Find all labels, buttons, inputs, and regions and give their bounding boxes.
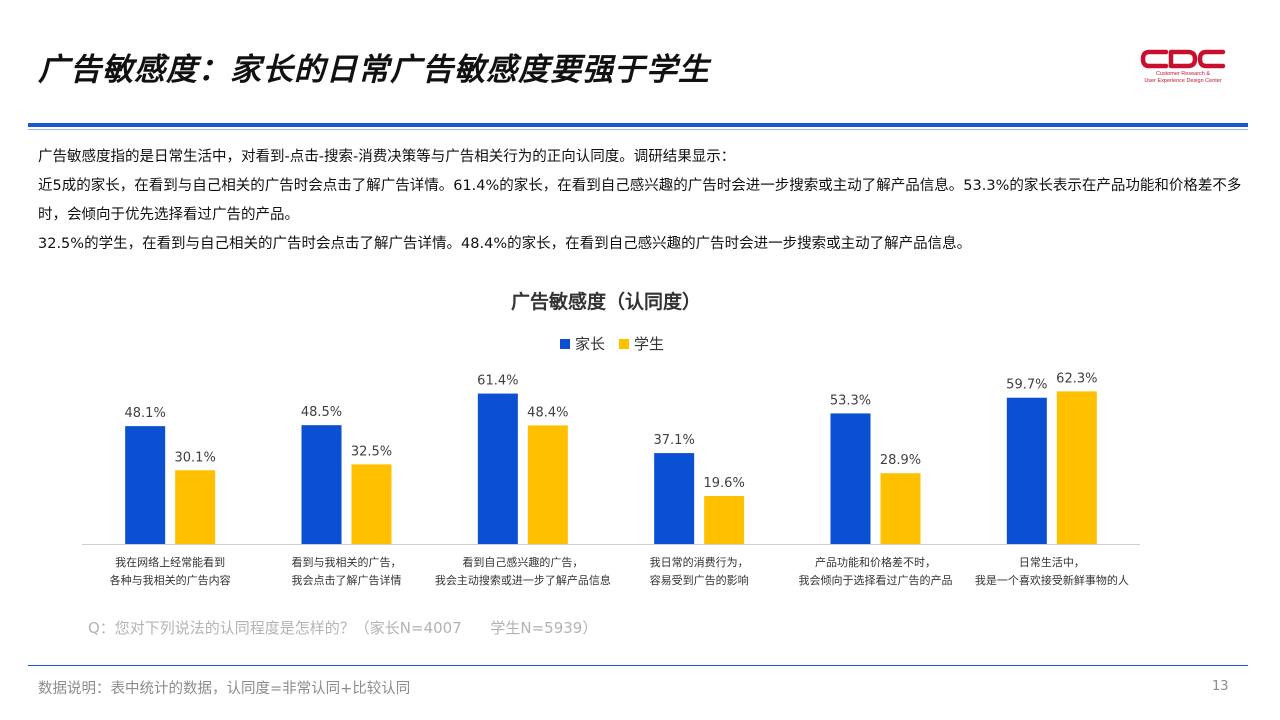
data-label: 59.7% (1006, 378, 1047, 393)
survey-question: Q：您对下列说法的认同程度是怎样的？（家长N=4007 学生N=5939） (88, 619, 598, 637)
bar-parent (830, 413, 871, 544)
header-divider (28, 123, 1248, 127)
legend-label-parent: 家长 (575, 335, 606, 353)
bar-parent (654, 453, 695, 544)
bar-student (1056, 391, 1097, 544)
data-label: 48.1% (125, 406, 166, 421)
bar-parent (477, 393, 518, 544)
bar-parent (301, 425, 342, 544)
page-number: 13 (1212, 679, 1229, 694)
footer-divider (28, 665, 1248, 666)
category-label: 我会倾向于选择看过广告的产品 (799, 573, 953, 587)
category-label: 产品功能和价格差不时， (815, 555, 936, 569)
description-line: 近5成的家长，在看到与自己相关的广告时会点击了解广告详情。61.4%的家长，在看… (38, 178, 1242, 223)
category-label: 看到与我相关的广告， (292, 555, 402, 569)
data-label: 28.9% (880, 453, 921, 468)
cdc-logo: Customer Research & User Experience Desi… (1140, 48, 1226, 88)
data-label: 62.3% (1056, 371, 1097, 386)
bar-student (704, 495, 745, 544)
data-label: 61.4% (477, 374, 518, 389)
category-label: 容易受到广告的影响 (650, 573, 749, 587)
category-label: 我是一个喜欢接受新鲜事物的人 (975, 573, 1129, 587)
category-label: 我会主动搜索或进一步了解产品信息 (435, 573, 611, 587)
data-label: 37.1% (654, 433, 695, 448)
category-label: 各种与我相关的广告内容 (110, 573, 231, 587)
bar-student (175, 470, 216, 544)
description: 广告敏感度指的是日常生活中，对看到-点击-搜索-消费决策等与广告相关行为的正向认… (38, 143, 1248, 259)
header-divider-thin (28, 129, 1248, 130)
data-label: 48.5% (301, 405, 342, 420)
chart-title: 广告敏感度（认同度） (510, 291, 701, 313)
data-label: 30.1% (175, 450, 216, 465)
legend-item-student: 学生 (619, 333, 664, 354)
description-line: 广告敏感度指的是日常生活中，对看到-点击-搜索-消费决策等与广告相关行为的正向认… (38, 149, 736, 165)
legend-swatch-parent (560, 338, 570, 349)
legend-swatch-student (619, 338, 630, 349)
chart-legend: 家长 学生 (560, 333, 678, 354)
bar-student (351, 464, 392, 544)
data-label: 53.3% (830, 393, 871, 408)
bar-student (527, 425, 568, 544)
category-label: 我会点击了解广告详情 (292, 573, 402, 587)
page-title: 广告敏感度：家长的日常广告敏感度要强于学生 (38, 52, 710, 88)
description-line: 32.5%的学生，在看到与自己相关的广告时会点击了解广告详情。48.4%的家长，… (38, 236, 972, 252)
category-label: 看到自己感兴趣的广告， (462, 555, 583, 569)
bar-parent (1006, 397, 1047, 544)
category-label: 我日常的消费行为， (650, 555, 749, 569)
cdc-logo-mark (1140, 49, 1226, 69)
logo-subtitle-2: User Experience Design Center (1144, 78, 1222, 84)
bar-student (880, 473, 921, 544)
data-label: 19.6% (704, 476, 745, 491)
data-label: 32.5% (351, 444, 392, 459)
logo-subtitle-1: Customer Research & (1155, 71, 1211, 77)
legend-label-student: 学生 (634, 335, 665, 353)
data-note: 数据说明：表中统计的数据，认同度=非常认同+比较认同 (38, 681, 411, 697)
bar-parent (125, 426, 166, 544)
category-label: 日常生活中， (1019, 555, 1085, 569)
category-label: 我在网络上经常能看到 (115, 555, 225, 569)
legend-item-parent: 家长 (560, 333, 605, 354)
data-label: 48.4% (527, 405, 568, 420)
